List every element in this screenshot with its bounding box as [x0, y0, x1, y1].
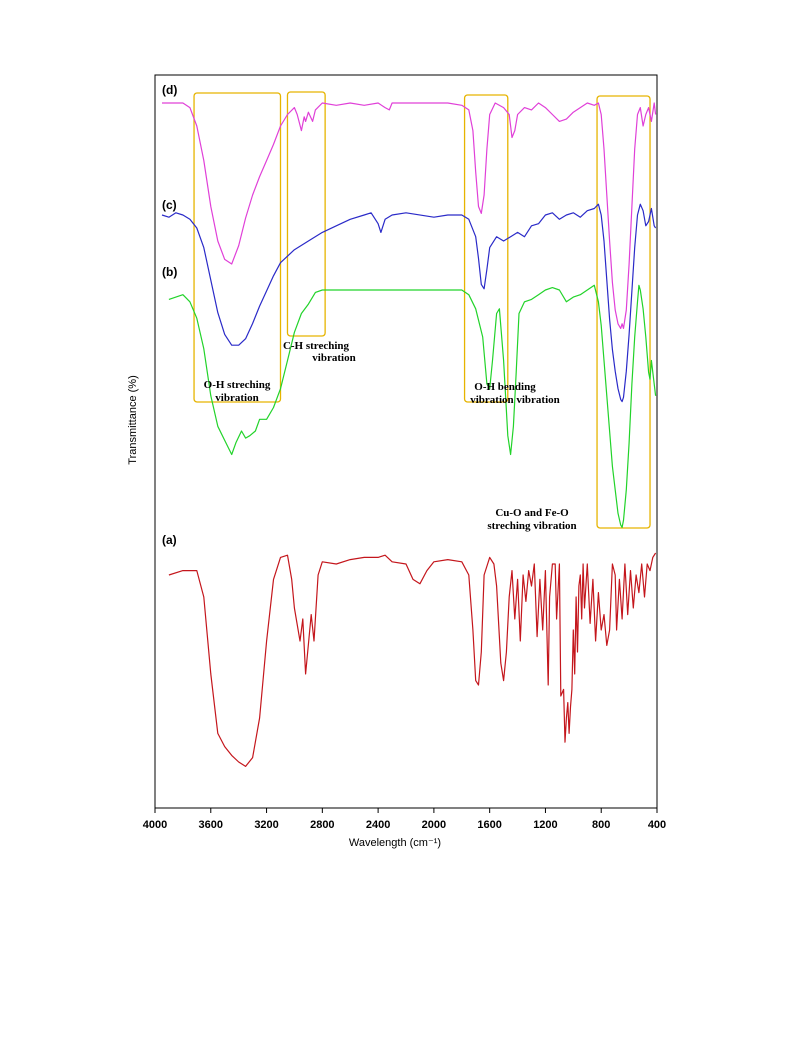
- annotation-line: Cu-O and Fe-O: [495, 507, 569, 519]
- annotation-line: vibration: [312, 352, 355, 364]
- x-tick-label: 2000: [422, 819, 446, 831]
- annotation-box-metal-o: [596, 95, 651, 529]
- x-tick-label: 3600: [199, 819, 223, 831]
- x-tick-label: 800: [592, 819, 610, 831]
- annotation-box-ch-stretch: [286, 91, 326, 337]
- annotation-metal-o: Cu-O and Fe-O streching vibration: [487, 507, 576, 532]
- x-tick-label: 2400: [366, 819, 390, 831]
- x-tick-label: 3200: [254, 819, 278, 831]
- annotation-line: vibration vibration: [470, 394, 560, 406]
- x-tick-label: 2800: [310, 819, 334, 831]
- annotation-box-oh-stretch: [193, 92, 282, 403]
- series-line-b: [168, 284, 657, 528]
- annotation-line: O-H streching: [204, 379, 271, 391]
- label-c: (c): [162, 198, 177, 212]
- annotation-oh-stretch: O-H streching vibration: [204, 379, 271, 404]
- annotation-oh-bend: O-H bending vibration vibration: [470, 381, 560, 406]
- x-tick-label: 400: [648, 819, 666, 831]
- x-tick-label: 4000: [143, 819, 167, 831]
- x-tick-label: 1600: [477, 819, 501, 831]
- label-a: (a): [162, 533, 177, 547]
- series-line-d: [162, 102, 657, 329]
- spectra: [161, 102, 657, 767]
- series-line-a: [168, 552, 657, 767]
- annotation-line: streching vibration: [487, 520, 576, 532]
- annotation-box-oh-bend: [463, 94, 509, 403]
- annotation-line: C-H streching: [283, 340, 350, 352]
- x-tick-label: 1200: [533, 819, 557, 831]
- y-axis-title: Transmittance (%): [127, 375, 139, 464]
- x-axis: 4000 3600 3200 2800 2400 2000 1600 1200 800 400: [143, 808, 666, 831]
- series-line-c: [161, 203, 657, 403]
- annotation-ch-stretch: C-H streching vibration: [283, 340, 356, 364]
- label-d: (d): [162, 83, 177, 97]
- label-b: (b): [162, 265, 177, 279]
- annotation-boxes: [193, 91, 651, 529]
- plot-frame: [154, 74, 658, 809]
- x-axis-title: Wavelength (cm⁻¹): [349, 837, 441, 849]
- annotation-line: vibration: [215, 392, 258, 404]
- annotation-line: O-H bending: [474, 381, 536, 393]
